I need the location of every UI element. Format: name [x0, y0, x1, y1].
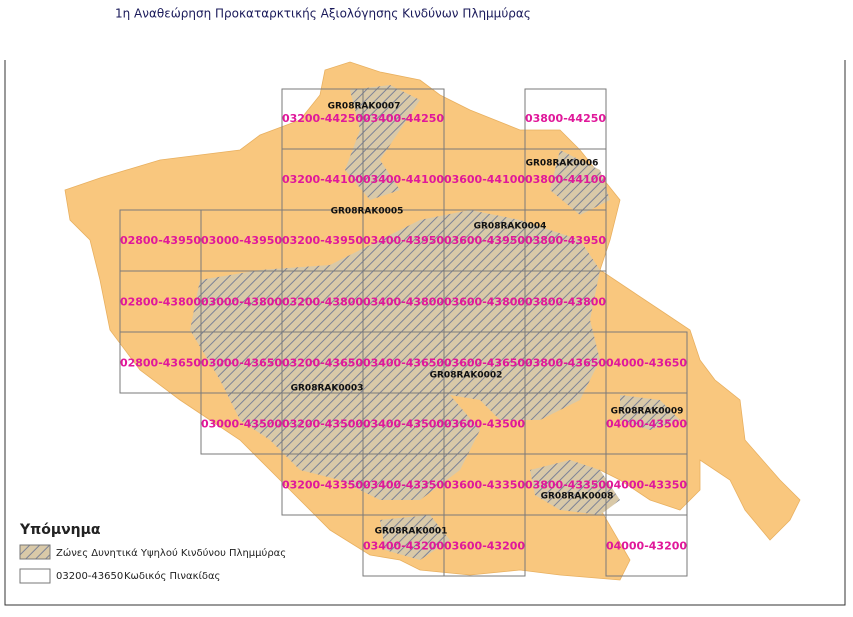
tile-code: 03600-43800	[444, 295, 525, 308]
zone-label: GR08RAK0006	[526, 159, 599, 169]
tile-grid	[120, 89, 687, 576]
tile-code: 03000-43950	[201, 234, 282, 247]
tile-code: 04000-43200	[606, 540, 687, 553]
tile-code: 03200-44250	[282, 112, 363, 125]
legend-label: Κωδικός Πινακίδας	[124, 570, 220, 582]
tile-code: 03800-44100	[525, 173, 606, 186]
tile-code: 03200-43500	[282, 418, 363, 431]
zone-label: GR08RAK0005	[331, 207, 404, 217]
tile-code: 02800-43650	[120, 356, 201, 369]
tile-code: 03800-43650	[525, 356, 606, 369]
zone-label: GR08RAK0009	[611, 407, 684, 417]
tile-code: 03200-43350	[282, 479, 363, 492]
legend-label: Ζώνες Δυνητικά Υψηλού Κινδύνου Πλημμύρας	[56, 547, 286, 559]
tile-code: 03600-44100	[444, 173, 525, 186]
tiles	[119, 88, 688, 577]
tile-code: 03400-44250	[363, 112, 444, 125]
tile-code: 03000-43800	[201, 295, 282, 308]
tile-code: 03800-44250	[525, 112, 606, 125]
legend-title: Υπόμνημα	[19, 522, 101, 538]
tile-code: 03200-44100	[282, 173, 363, 186]
zone-label: GR08RAK0001	[375, 527, 448, 537]
zone-label: GR08RAK0004	[474, 222, 547, 232]
tile-code: 03200-43650	[282, 356, 363, 369]
zone-label: GR08RAK0002	[430, 371, 503, 381]
tile-code: 03400-44100	[363, 173, 444, 186]
zone-labels: GR08RAK0007 GR08RAK0006 GR08RAK0005 GR08RAK…	[291, 102, 684, 537]
tile-code: 04000-43500	[606, 418, 687, 431]
tile-code: 04000-43650	[606, 356, 687, 369]
zone-label: GR08RAK0008	[541, 492, 614, 502]
zone-label: GR08RAK0003	[291, 384, 364, 394]
tile-code: 03600-43500	[444, 418, 525, 431]
tile-code: 04000-43350	[606, 479, 687, 492]
tile-code: 02800-43950	[120, 234, 201, 247]
tile-code: 03800-43800	[525, 295, 606, 308]
tile-code: 03200-43950	[282, 234, 363, 247]
legend-hatch	[19, 544, 51, 560]
tile-code: 03400-43500	[363, 418, 444, 431]
legend-sample: 03200-43650	[56, 571, 123, 582]
tile-code: 02800-43800	[120, 295, 201, 308]
map-frame	[4, 60, 846, 606]
tile-code: 03000-43650	[201, 356, 282, 369]
zone-label: GR08RAK0007	[328, 102, 401, 112]
tile-code: 03400-43350	[363, 479, 444, 492]
tile-code: 03800-43350	[525, 479, 606, 492]
tile-code: 03600-43950	[444, 234, 525, 247]
tile-codes: 03200-44250 03400-44250 03800-44250 03200-4…	[120, 112, 687, 553]
tile-code: 03600-43650	[444, 356, 525, 369]
tile-code: 03600-43350	[444, 479, 525, 492]
tile-code: 03400-43650	[363, 356, 444, 369]
tile-code: 03600-43200	[444, 540, 525, 553]
tile-code: 03400-43200	[363, 540, 444, 553]
legend-box	[19, 568, 51, 584]
tile-code: 03400-43950	[363, 234, 444, 247]
tile-code: 03800-43950	[525, 234, 606, 247]
tile-code: 03400-43800	[363, 295, 444, 308]
page-title: 1η Αναθεώρηση Προκαταρκτικής Αξιολόγησης…	[115, 7, 531, 21]
tile-code: 03200-43800	[282, 295, 363, 308]
flood-zones	[190, 85, 680, 560]
tile-code: 03000-43500	[201, 418, 282, 431]
